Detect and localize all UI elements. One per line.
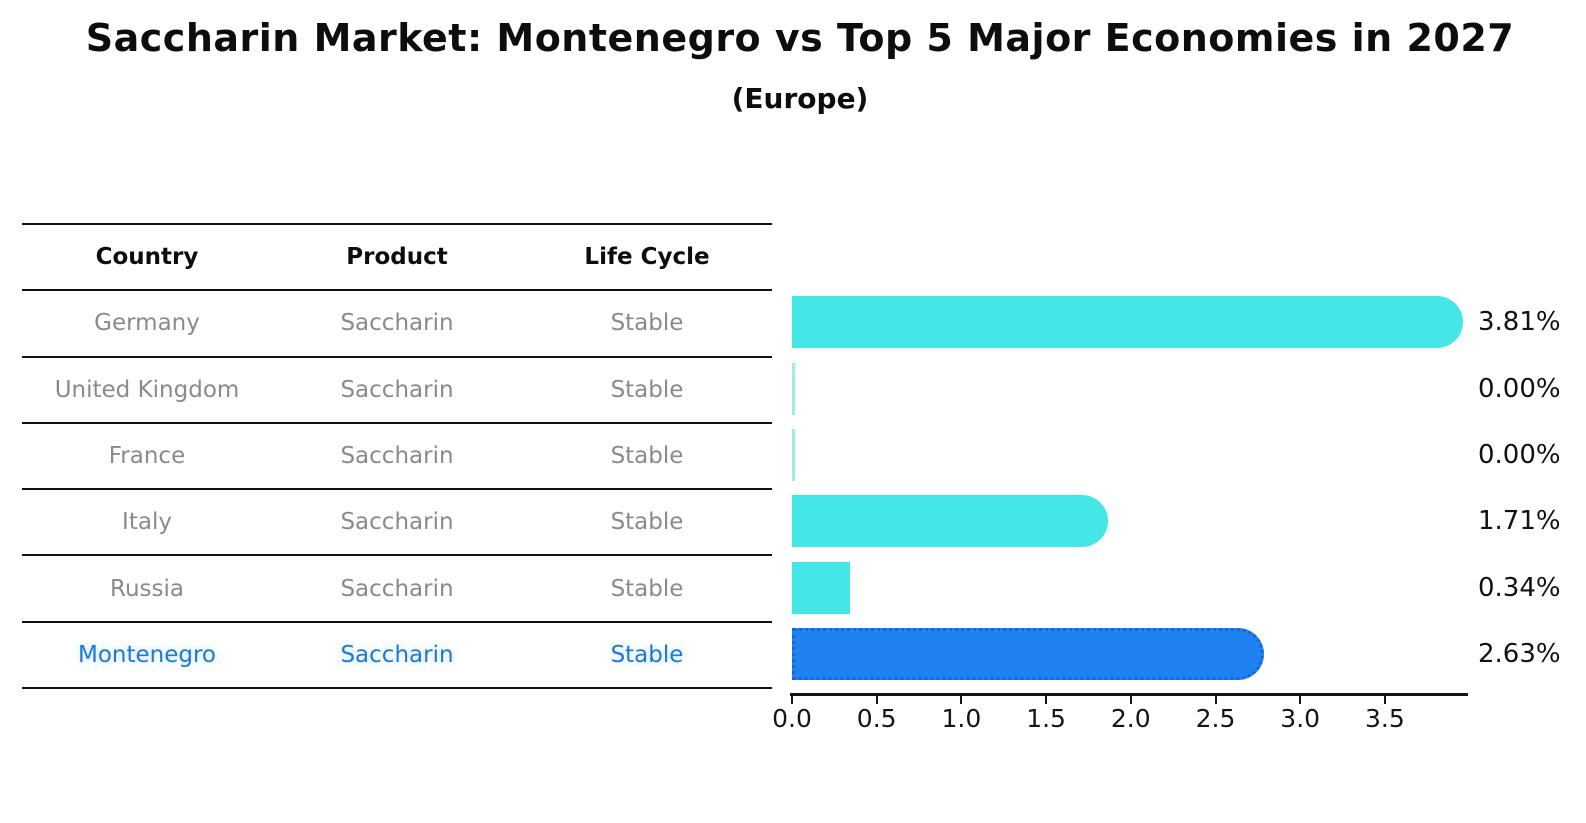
cell-country: Russia [110,575,184,602]
table-header-life-cycle: Life Cycle [584,244,710,271]
cell-product: Saccharin [340,443,454,470]
x-axis-tick-label: 1.0 [941,704,982,733]
bar-germany [792,296,1464,349]
cell-country: Italy [122,509,172,536]
x-axis-tick-label: 0.0 [772,704,812,733]
value-label-russia: 0.34% [1478,572,1561,603]
value-label-france: 0.00% [1478,440,1561,471]
x-axis-tick-label: 0.5 [856,704,897,733]
table-header-product: Product [346,244,448,271]
table-row-united-kingdom: United Kingdom Saccharin Stable [22,358,772,424]
table-header-country: Country [95,244,199,271]
cell-life-cycle: Stable [610,641,684,668]
cell-country: France [108,443,186,470]
bar-russia [792,561,850,614]
x-axis-tick [960,695,963,704]
cell-life-cycle: Stable [610,310,684,337]
cell-life-cycle: Stable [610,509,684,536]
x-axis-tick [875,695,878,704]
x-axis-tick [1214,695,1217,704]
table-row-italy: Italy Saccharin Stable [22,490,772,557]
bar-italy [792,495,1108,548]
table-body: Germany Saccharin Stable United Kingdom Sacc… [22,291,772,690]
x-axis-tick-label: 1.5 [1026,704,1066,733]
x-axis-tick [1299,695,1302,704]
table-row-russia: Russia Saccharin Stable [22,556,772,623]
table-row-montenegro: Montenegro Saccharin Stable [22,623,772,690]
x-axis-tick-label: 3.5 [1365,704,1405,733]
cell-life-cycle: Stable [610,376,684,403]
x-axis-tick [1129,695,1132,704]
chart-subtitle: (Europe) [731,82,869,115]
x-axis-tick-label: 2.0 [1110,704,1151,733]
value-label-italy: 1.71% [1478,506,1561,537]
cell-product: Saccharin [340,376,454,403]
chart-title: Saccharin Market: Montenegro vs Top 5 Ma… [85,16,1515,60]
x-axis-tick-label: 2.5 [1195,704,1236,733]
x-axis-tick-label: 3.0 [1280,704,1321,733]
table-row-germany: Germany Saccharin Stable [22,291,772,358]
cell-product: Saccharin [340,509,454,536]
country-table: Country Product Life Cycle Germany Saccha… [22,223,772,690]
cell-life-cycle: Stable [610,575,684,602]
table-row-france: France Saccharin Stable [22,424,772,491]
cell-country: Germany [94,310,200,337]
bar-montenegro [792,627,1264,680]
x-axis-tick [791,695,793,704]
x-axis-tick [1045,695,1048,704]
value-label-germany: 3.81% [1478,307,1561,338]
cell-country: Montenegro [77,641,216,668]
cell-product: Saccharin [340,575,454,602]
value-label-united-kingdom: 0.00% [1478,373,1561,404]
bar-united-kingdom [792,362,795,415]
x-axis-tick [1383,695,1386,704]
cell-life-cycle: Stable [610,443,684,470]
cell-product: Saccharin [340,310,454,337]
value-label-montenegro: 2.63% [1478,638,1561,669]
cell-country: United Kingdom [54,376,240,403]
bar-france [792,429,795,482]
cell-product: Saccharin [340,641,454,668]
x-axis-line [790,693,1468,696]
table-header-row: Country Product Life Cycle [22,225,772,292]
